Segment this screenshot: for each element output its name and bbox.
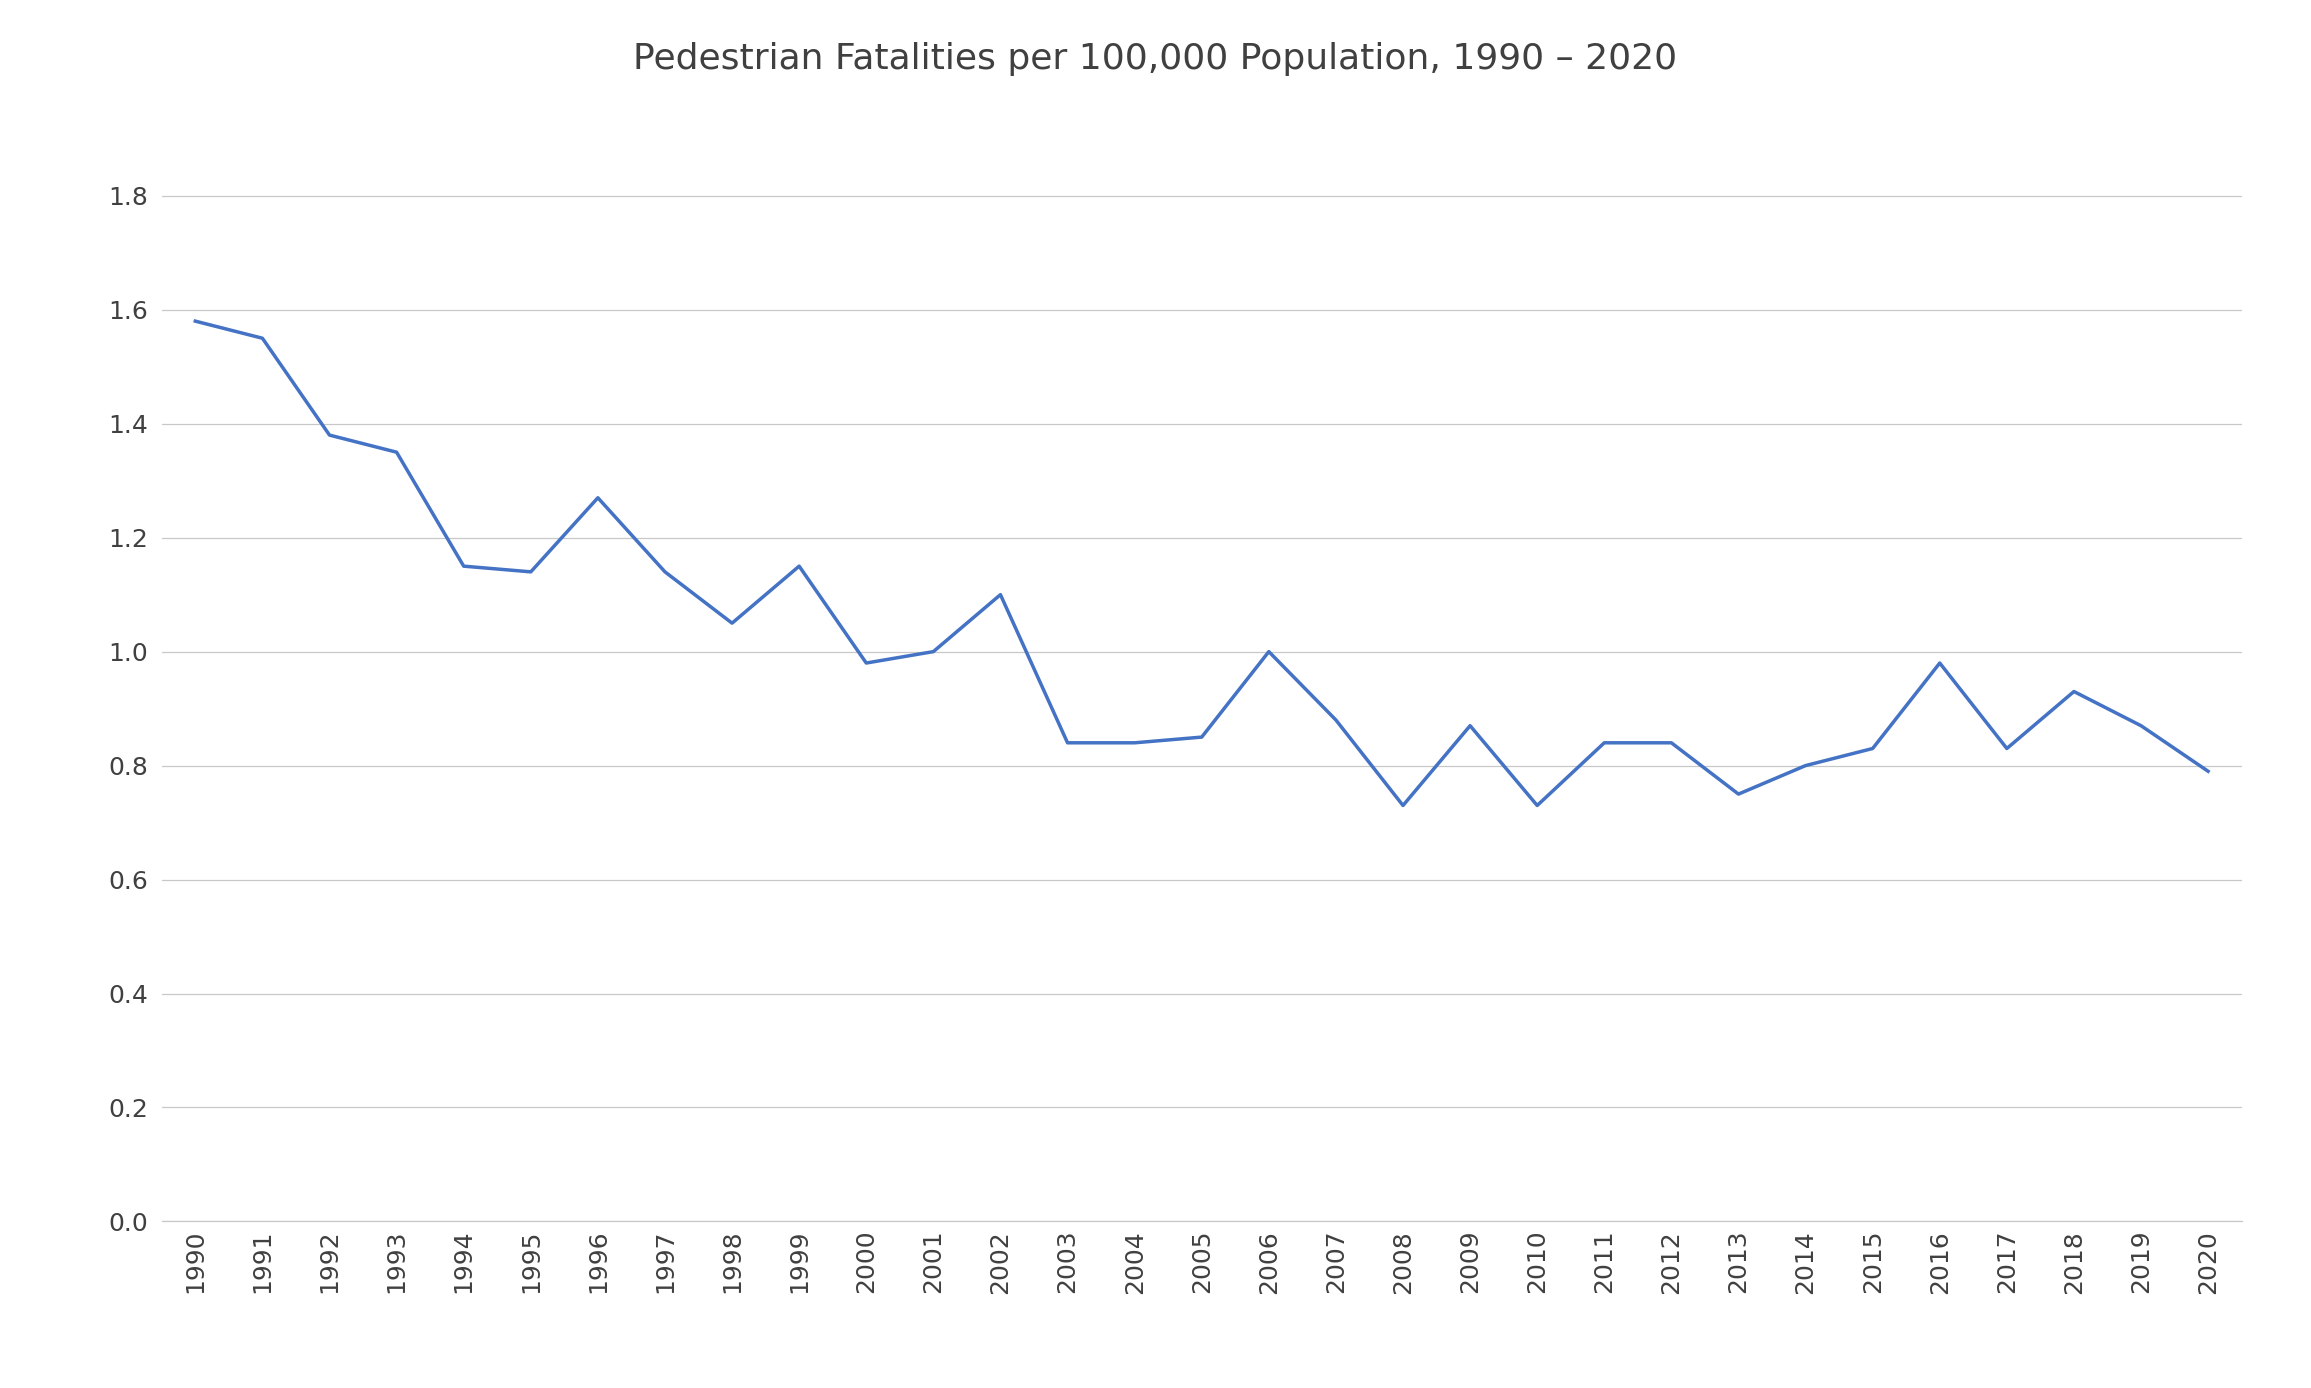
Text: Pedestrian Fatalities per 100,000 Population, 1990 – 2020: Pedestrian Fatalities per 100,000 Popula… — [633, 42, 1678, 75]
